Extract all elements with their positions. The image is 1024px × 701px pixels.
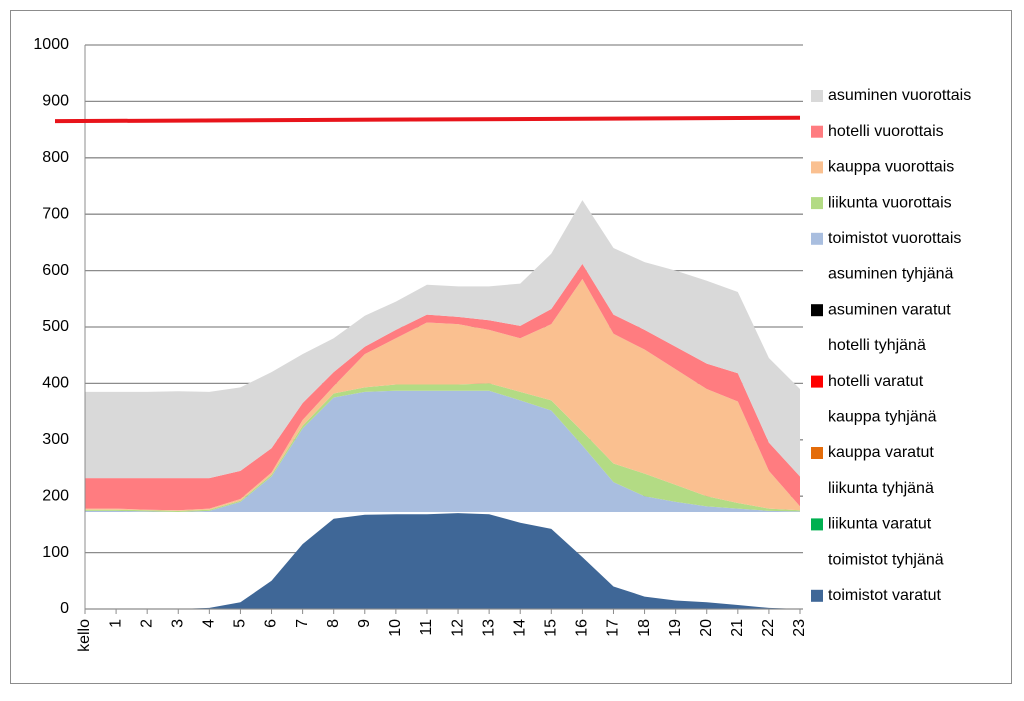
legend-swatch xyxy=(811,197,823,210)
x-tick-label: 15 xyxy=(543,619,560,637)
legend-label: liikunta tyhjänä xyxy=(828,480,934,497)
area xyxy=(85,263,800,511)
y-tick-label: 600 xyxy=(42,262,69,279)
legend-label: asuminen varatut xyxy=(828,301,951,318)
y-tick-label: 500 xyxy=(42,318,69,335)
legend-swatch xyxy=(811,447,823,459)
legend-label: toimistot varatut xyxy=(828,587,941,604)
x-tick-label: 12 xyxy=(449,619,466,637)
legend-label: kauppa varatut xyxy=(828,444,934,461)
legend-label: asuminen tyhjänä xyxy=(828,266,954,283)
legend-label: toimistot vuorottais xyxy=(828,230,961,247)
x-tick-label: kello xyxy=(76,619,93,652)
legend-swatch xyxy=(811,304,823,317)
x-tick-label: 3 xyxy=(169,619,186,628)
legend-swatch xyxy=(811,125,823,138)
x-tick-label: 9 xyxy=(356,619,373,628)
x-tick-label: 2 xyxy=(138,619,155,628)
area xyxy=(85,390,800,512)
legend-swatch xyxy=(811,90,823,102)
x-tick-label: 10 xyxy=(387,619,404,637)
y-tick-label: 800 xyxy=(42,149,69,166)
legend-label: asuminen vuorottais xyxy=(828,87,971,104)
x-tick-label: 21 xyxy=(729,619,746,637)
x-tick-label: 16 xyxy=(574,619,591,637)
x-tick-label: 11 xyxy=(418,619,435,636)
x-tick-label: 1 xyxy=(107,619,124,628)
y-tick-label: 0 xyxy=(60,600,69,617)
area xyxy=(85,383,800,512)
legend-swatch xyxy=(811,375,823,388)
area xyxy=(85,279,800,511)
y-tick-label: 900 xyxy=(42,93,69,110)
area xyxy=(85,513,800,609)
legend-swatch xyxy=(811,161,823,174)
y-tick-label: 700 xyxy=(42,205,69,222)
x-tick-label: 13 xyxy=(480,619,497,637)
legend-label: kauppa vuorottais xyxy=(828,159,954,176)
legend-label: hotelli tyhjänä xyxy=(828,337,926,354)
x-tick-label: 14 xyxy=(511,619,528,637)
y-tick-label: 1000 xyxy=(33,36,69,53)
y-tick-label: 300 xyxy=(42,431,69,448)
legend-swatch xyxy=(811,589,823,602)
legend-label: liikunta varatut xyxy=(828,516,932,533)
x-tick-label: 18 xyxy=(636,619,653,637)
x-tick-label: 7 xyxy=(294,619,311,628)
area xyxy=(85,200,800,479)
reference-line xyxy=(54,115,801,124)
x-tick-label: 8 xyxy=(325,619,342,628)
y-tick-label: 200 xyxy=(42,487,69,504)
legend-swatch xyxy=(811,232,823,245)
y-tick-label: 100 xyxy=(42,544,69,561)
legend-label: hotelli vuorottais xyxy=(828,123,944,140)
y-tick-label: 400 xyxy=(42,375,69,392)
x-tick-label: 23 xyxy=(791,619,808,637)
x-tick-label: 20 xyxy=(698,619,715,637)
legend-label: kauppa tyhjänä xyxy=(828,409,937,426)
x-tick-label: 6 xyxy=(263,619,280,628)
x-tick-label: 4 xyxy=(201,619,218,628)
x-tick-label: 5 xyxy=(232,619,249,628)
x-tick-label: 17 xyxy=(605,619,622,637)
legend-label: toimistot tyhjänä xyxy=(828,551,944,568)
legend-swatch xyxy=(811,518,823,531)
x-tick-label: 22 xyxy=(760,619,777,637)
legend-label: hotelli varatut xyxy=(828,373,924,390)
legend-label: liikunta vuorottais xyxy=(828,194,952,211)
x-tick-label: 19 xyxy=(667,619,684,637)
